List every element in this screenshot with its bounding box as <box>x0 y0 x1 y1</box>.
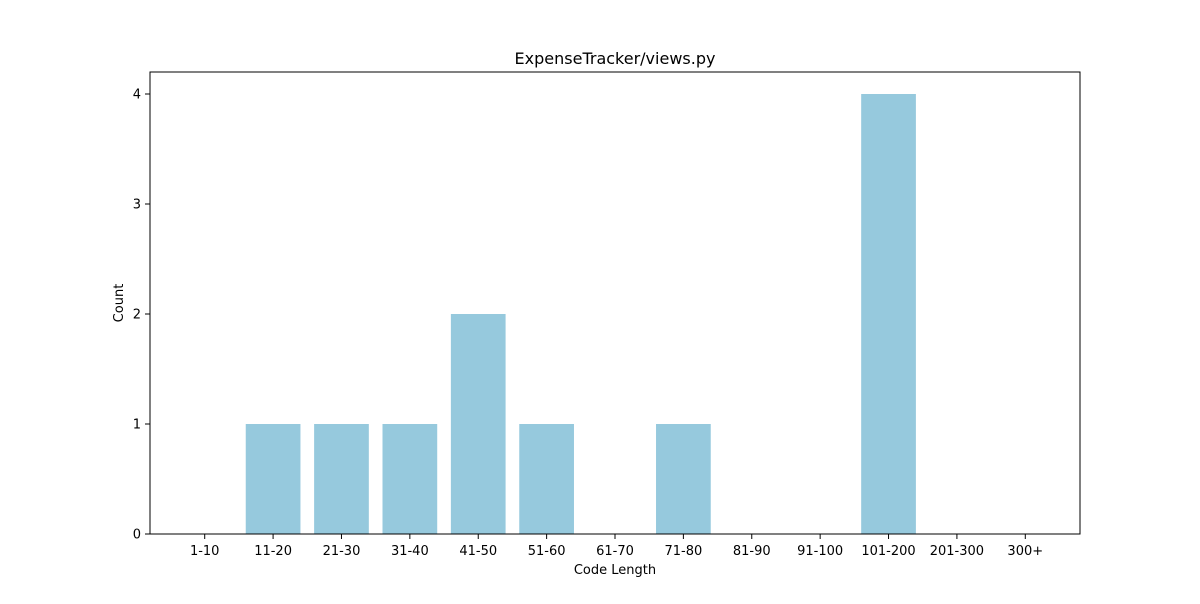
y-tick-label: 0 <box>133 528 141 543</box>
bars-layer <box>246 94 916 534</box>
y-axis: 0 1 2 3 4 <box>133 88 150 543</box>
y-axis-title: Count <box>112 284 127 323</box>
bar-31-40 <box>383 424 438 534</box>
x-tick-label: 101-200 <box>861 544 915 559</box>
y-tick-label: 2 <box>133 308 141 323</box>
y-tick-label: 4 <box>133 88 141 103</box>
x-axis-title: Code Length <box>574 563 656 578</box>
bar-101-200 <box>861 94 916 534</box>
x-tick-label: 21-30 <box>323 544 361 559</box>
x-tick-label: 81-90 <box>733 544 771 559</box>
bar-51-60 <box>519 424 574 534</box>
x-axis: 1-10 11-20 21-30 31-40 41-50 51-60 61-70 71-80 8… <box>190 534 1043 559</box>
x-tick-label: 41-50 <box>459 544 497 559</box>
bar-11-20 <box>246 424 301 534</box>
x-tick-label: 31-40 <box>391 544 429 559</box>
x-tick-label: 51-60 <box>528 544 566 559</box>
x-tick-label: 11-20 <box>254 544 292 559</box>
bar-71-80 <box>656 424 711 534</box>
chart-title: ExpenseTracker/views.py <box>515 49 716 68</box>
x-tick-label: 300+ <box>1007 544 1043 559</box>
x-tick-label: 201-300 <box>930 544 984 559</box>
bar-41-50 <box>451 314 506 534</box>
x-tick-label: 1-10 <box>190 544 220 559</box>
y-tick-label: 1 <box>133 418 141 433</box>
x-tick-label: 91-100 <box>797 544 843 559</box>
x-tick-label: 71-80 <box>664 544 702 559</box>
bar-21-30 <box>314 424 369 534</box>
y-tick-label: 3 <box>133 198 141 213</box>
x-tick-label: 61-70 <box>596 544 634 559</box>
